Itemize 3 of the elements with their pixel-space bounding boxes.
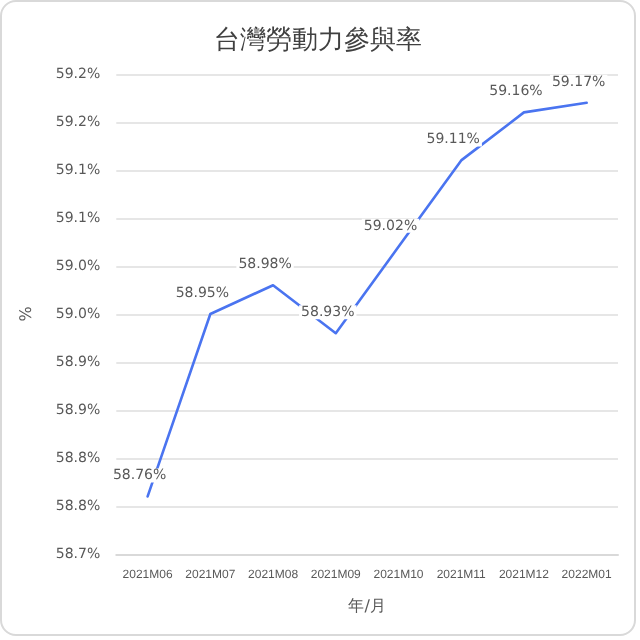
x-axis-title: 年/月 [348, 597, 386, 615]
chart-title: 台灣勞動力參與率 [214, 24, 422, 56]
y-axis-title: % [17, 305, 35, 322]
